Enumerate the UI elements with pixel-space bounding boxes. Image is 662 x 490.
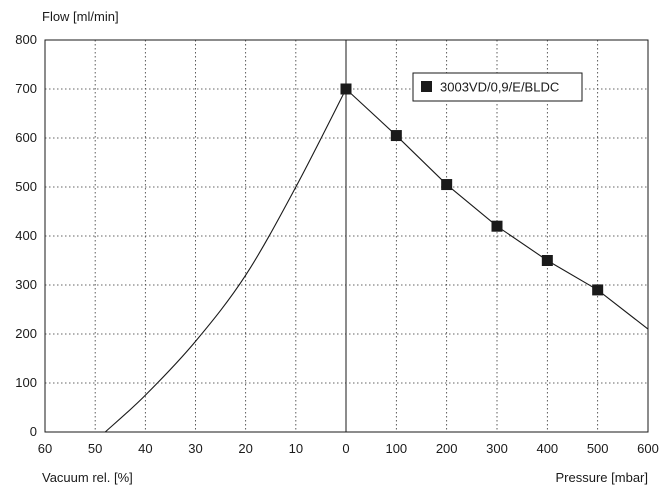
x-tick-label-pressure: 500	[587, 441, 609, 456]
y-tick-label: 600	[15, 130, 37, 145]
data-point-marker	[491, 220, 503, 232]
y-tick-label: 0	[30, 424, 37, 439]
legend-box	[412, 72, 583, 102]
x-tick-label-vacuum: 20	[238, 441, 252, 456]
data-point-marker	[441, 179, 453, 191]
y-axis-label: Flow [ml/min]	[42, 9, 119, 24]
x-tick-label-pressure: 200	[436, 441, 458, 456]
x-tick-label-vacuum: 40	[138, 441, 152, 456]
x-tick-label-pressure: 600	[637, 441, 659, 456]
y-tick-label: 200	[15, 326, 37, 341]
x-tick-label-vacuum: 30	[188, 441, 202, 456]
y-tick-label: 100	[15, 375, 37, 390]
y-tick-label: 500	[15, 179, 37, 194]
data-point-marker	[592, 284, 604, 296]
x-axis-label-pressure: Pressure [mbar]	[556, 470, 648, 485]
y-tick-label: 800	[15, 32, 37, 47]
x-tick-label-vacuum: 60	[38, 441, 52, 456]
data-point-marker	[390, 130, 402, 142]
y-tick-label: 700	[15, 81, 37, 96]
y-tick-label: 300	[15, 277, 37, 292]
x-tick-label-pressure: 300	[486, 441, 508, 456]
data-point-marker	[340, 83, 352, 95]
x-tick-label-vacuum: 0	[342, 441, 349, 456]
x-tick-label-pressure: 100	[385, 441, 407, 456]
legend-label: 3003VD/0,9/E/BLDC	[440, 80, 559, 95]
legend: 3003VD/0,9/E/BLDC	[412, 72, 583, 102]
x-tick-label-vacuum: 50	[88, 441, 102, 456]
x-tick-label-pressure: 400	[536, 441, 558, 456]
series-line-vacuum	[104, 88, 347, 433]
y-tick-label: 400	[15, 228, 37, 243]
data-point-marker	[541, 255, 553, 266]
x-axis-label-vacuum: Vacuum rel. [%]	[42, 470, 133, 485]
legend-marker-icon	[421, 81, 432, 92]
x-tick-label-vacuum: 10	[289, 441, 303, 456]
series-layer	[104, 83, 649, 433]
